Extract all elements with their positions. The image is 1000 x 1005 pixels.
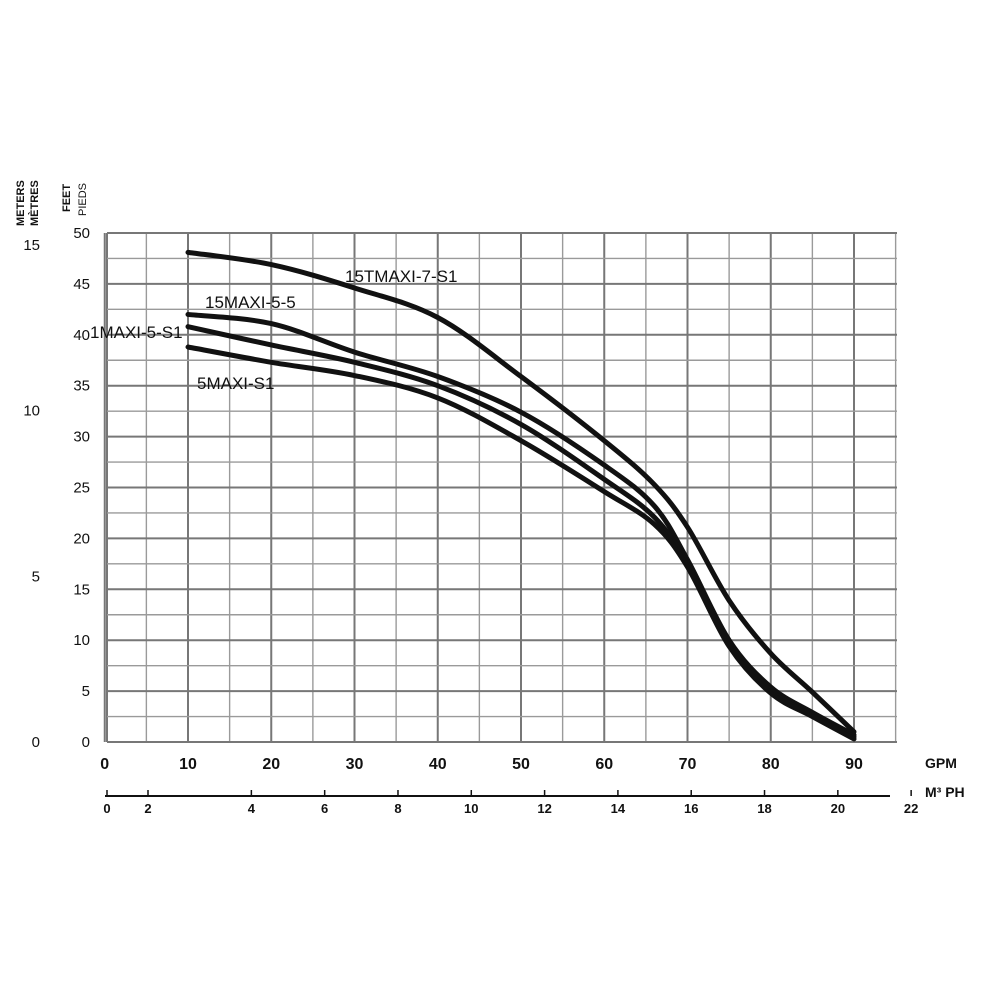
x-tick-m3ph: 18 — [757, 801, 771, 816]
series-label: 15MAXI-5-5 — [205, 293, 296, 312]
y-tick-meters: 0 — [32, 734, 40, 751]
x-tick-gpm: 10 — [179, 756, 197, 773]
x-tick-m3ph: 12 — [537, 801, 551, 816]
series-label: 5MAXI-S1 — [197, 374, 274, 393]
y-tick-feet: 40 — [73, 327, 90, 344]
y-tick-feet: 25 — [73, 480, 90, 497]
series-label: 1MAXI-5-S1 — [90, 323, 183, 342]
y-tick-feet: 35 — [73, 378, 90, 395]
x-tick-gpm: 20 — [262, 756, 280, 773]
grid — [103, 232, 897, 797]
x-tick-gpm: 90 — [845, 756, 863, 773]
y-tick-feet: 50 — [73, 225, 90, 242]
x-tick-m3ph: 10 — [464, 801, 478, 816]
series-line — [185, 249, 857, 735]
y-tick-feet: 45 — [73, 276, 90, 293]
x-tick-m3ph: 6 — [321, 801, 328, 816]
y-tick-feet: 5 — [82, 683, 90, 700]
y-axis-label-feet: FEET — [61, 184, 73, 212]
x-tick-gpm: 70 — [679, 756, 697, 773]
y-axis-label-meters: METERS — [15, 180, 27, 226]
x-tick-gpm: 0 — [100, 756, 109, 773]
y-tick-meters: 10 — [23, 403, 40, 420]
x-tick-gpm: 60 — [595, 756, 613, 773]
x-tick-gpm: 30 — [346, 756, 364, 773]
y-axis-label-pieds: PIEDS — [77, 183, 89, 216]
y-tick-feet: 0 — [82, 734, 90, 751]
x-axis-label-m3ph: M³ PH — [925, 784, 965, 800]
x-tick-gpm: 40 — [429, 756, 447, 773]
series-label: 15TMAXI-7-S1 — [345, 267, 457, 286]
x-tick-m3ph: 2 — [144, 801, 151, 816]
x-tick-m3ph: 14 — [611, 801, 626, 816]
y-tick-feet: 30 — [73, 429, 90, 446]
curves — [185, 249, 857, 742]
y-axis-label-metres: MÈTRES — [28, 180, 41, 226]
x-tick-gpm: 50 — [512, 756, 530, 773]
x-tick-m3ph: 16 — [684, 801, 698, 816]
x-tick-m3ph: 22 — [904, 801, 918, 816]
x-tick-m3ph: 0 — [103, 801, 110, 816]
y-tick-meters: 15 — [23, 237, 40, 254]
x-tick-m3ph: 4 — [248, 801, 256, 816]
series-line — [185, 344, 857, 742]
y-tick-feet: 15 — [73, 581, 90, 598]
labels: METERS MÈTRES FEET PIEDS GPM M³ PH 50454… — [15, 180, 965, 816]
y-tick-feet: 10 — [73, 632, 90, 649]
x-tick-gpm: 80 — [762, 756, 780, 773]
y-tick-feet: 20 — [73, 530, 90, 547]
x-tick-m3ph: 20 — [831, 801, 845, 816]
y-tick-meters: 5 — [32, 568, 40, 585]
x-tick-m3ph: 8 — [394, 801, 401, 816]
x-axis-label-gpm: GPM — [925, 755, 957, 771]
